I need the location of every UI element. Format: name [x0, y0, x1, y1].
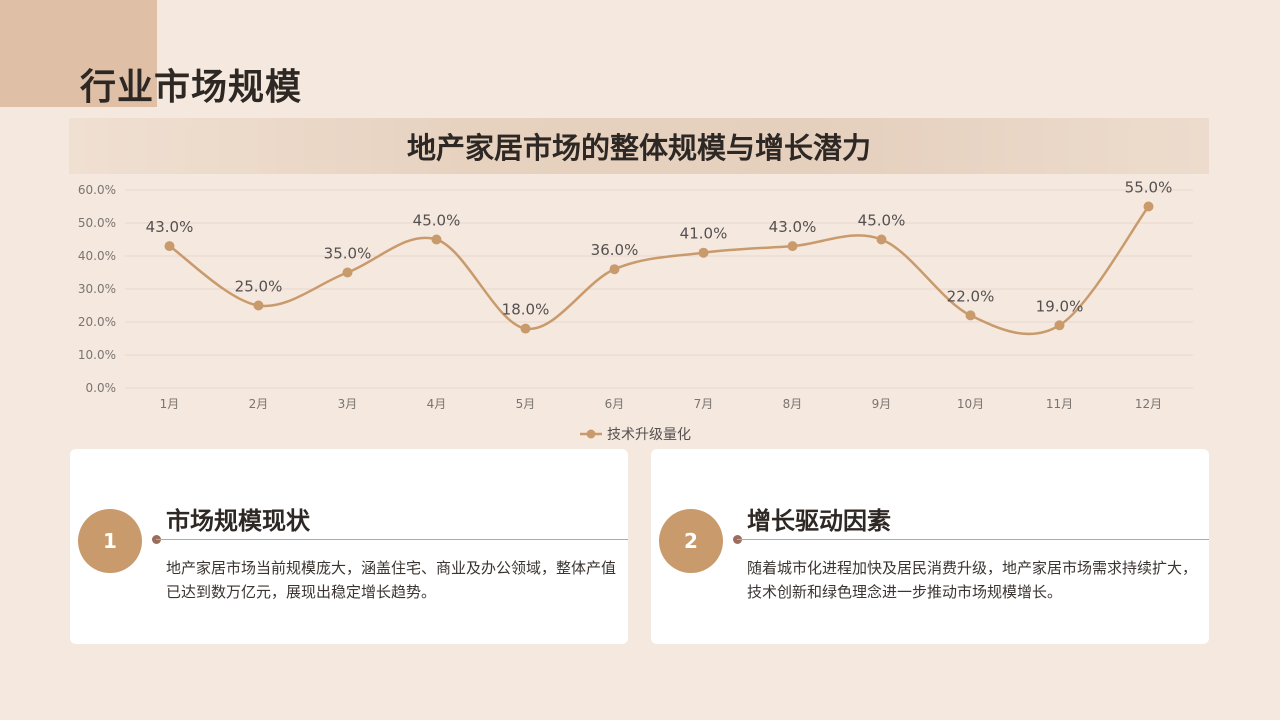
x-tick-label: 11月 [1046, 397, 1073, 411]
y-tick-label: 40.0% [78, 249, 116, 263]
x-tick-label: 8月 [783, 397, 803, 411]
data-label: 45.0% [413, 212, 461, 230]
y-tick-label: 30.0% [78, 282, 116, 296]
data-label: 41.0% [680, 225, 728, 243]
chart-title-banner: 地产家居市场的整体规模与增长潜力 [69, 118, 1209, 174]
x-tick-label: 6月 [605, 397, 625, 411]
legend-label: 技术升级量化 [607, 427, 691, 443]
data-point [253, 300, 264, 311]
legend-marker [586, 429, 596, 439]
x-tick-label: 1月 [160, 397, 180, 411]
x-tick-label: 10月 [957, 397, 984, 411]
card-body-text: 随着城市化进程加快及居民消费升级，地产家居市场需求持续扩大，技术创新和绿色理念进… [747, 559, 1198, 601]
info-card-growth-drivers: 2 增长驱动因素 随着城市化进程加快及居民消费升级，地产家居市场需求持续扩大，技… [651, 449, 1209, 644]
x-tick-label: 12月 [1135, 397, 1162, 411]
data-label: 43.0% [146, 218, 194, 236]
chart-title: 地产家居市场的整体规模与增长潜力 [406, 131, 871, 165]
card-number-badge: 2 [659, 509, 723, 573]
data-label: 19.0% [1036, 297, 1084, 315]
data-label: 18.0% [502, 301, 550, 319]
y-tick-label: 20.0% [78, 315, 116, 329]
data-label: 45.0% [858, 212, 906, 230]
data-point [520, 323, 531, 334]
data-point [965, 310, 976, 321]
y-tick-label: 10.0% [78, 348, 116, 362]
page-title: 行业市场规模 [80, 67, 303, 108]
data-point [164, 241, 175, 252]
card-body-text: 地产家居市场当前规模庞大，涵盖住宅、商业及办公领域，整体产值已达到数万亿元，展现… [166, 559, 617, 601]
data-label: 55.0% [1125, 179, 1173, 197]
x-tick-label: 3月 [338, 397, 358, 411]
card-number-badge: 1 [78, 509, 142, 573]
divider-line [737, 539, 1209, 540]
data-point [1143, 201, 1154, 212]
divider-line [156, 539, 628, 540]
x-tick-label: 4月 [427, 397, 447, 411]
y-tick-label: 0.0% [86, 381, 117, 395]
data-label: 36.0% [591, 241, 639, 259]
x-tick-label: 2月 [249, 397, 269, 411]
x-tick-label: 7月 [694, 397, 714, 411]
info-card-market-status: 1 市场规模现状 地产家居市场当前规模庞大，涵盖住宅、商业及办公领域，整体产值已… [70, 449, 628, 644]
series-line-tech-upgrade [168, 205, 1150, 336]
data-label: 25.0% [235, 278, 283, 296]
corner-decoration [0, 0, 157, 107]
data-point [698, 247, 709, 258]
x-tick-label: 5月 [516, 397, 536, 411]
y-tick-label: 50.0% [78, 216, 116, 230]
card-heading: 市场规模现状 [166, 507, 310, 535]
data-point [342, 267, 353, 278]
card-heading: 增长驱动因素 [747, 507, 891, 535]
y-tick-label: 60.0% [78, 183, 116, 197]
data-point [1054, 320, 1065, 331]
data-label: 35.0% [324, 245, 372, 263]
x-tick-label: 9月 [872, 397, 892, 411]
data-point [876, 234, 887, 245]
data-point [787, 241, 798, 252]
data-point [609, 264, 620, 275]
line-chart: 0.0% 10.0% 20.0% 30.0% 40.0% 50.0% 60.0% 1月 2月 3月… [78, 179, 1193, 443]
data-point [431, 234, 442, 245]
data-label: 43.0% [769, 218, 817, 236]
data-label: 22.0% [947, 287, 995, 305]
